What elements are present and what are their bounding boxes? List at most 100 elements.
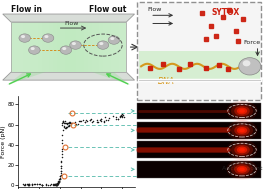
Polygon shape <box>3 14 135 22</box>
Point <box>53 183 57 186</box>
Circle shape <box>227 120 257 141</box>
Point <box>61 120 65 123</box>
Point <box>118 115 122 118</box>
Point <box>68 122 72 125</box>
Polygon shape <box>76 22 80 72</box>
Point <box>59 169 63 172</box>
Polygon shape <box>80 22 84 72</box>
Point <box>79 119 83 122</box>
Point <box>53 184 57 187</box>
Point <box>61 121 65 124</box>
Point <box>68 120 72 123</box>
Point <box>69 121 73 124</box>
Point <box>116 118 121 121</box>
Polygon shape <box>69 22 73 72</box>
Polygon shape <box>53 22 57 72</box>
Point <box>40 183 44 186</box>
Point <box>60 147 64 150</box>
Text: Flow: Flow <box>148 7 162 12</box>
Point <box>77 120 82 123</box>
Point <box>52 182 56 185</box>
Point <box>65 125 70 128</box>
Point <box>56 180 60 183</box>
Circle shape <box>72 42 76 45</box>
Point <box>60 121 65 124</box>
Polygon shape <box>65 22 69 72</box>
Point <box>120 116 125 119</box>
Circle shape <box>243 60 251 66</box>
Point <box>59 165 63 168</box>
Polygon shape <box>42 22 46 72</box>
Point <box>85 119 89 122</box>
Point <box>59 170 63 173</box>
Point <box>119 114 123 117</box>
Point <box>62 122 66 125</box>
Point <box>55 181 59 184</box>
Point <box>55 182 60 185</box>
Point <box>51 183 55 186</box>
Point <box>67 121 72 124</box>
Point <box>30 183 34 186</box>
Circle shape <box>31 47 35 50</box>
Point <box>63 126 67 129</box>
Text: Anchor point: Anchor point <box>222 166 262 170</box>
Polygon shape <box>73 22 76 72</box>
Point <box>37 183 41 186</box>
Text: Flow in: Flow in <box>11 5 42 14</box>
Polygon shape <box>88 22 92 72</box>
Point <box>57 178 62 181</box>
Point <box>89 120 94 123</box>
Point <box>81 119 86 122</box>
Circle shape <box>234 125 250 136</box>
Point <box>54 183 58 186</box>
Point <box>54 183 59 186</box>
Point <box>121 113 125 116</box>
Point <box>52 184 56 187</box>
Point <box>26 183 31 186</box>
Text: DNA: DNA <box>158 77 175 86</box>
Point <box>63 122 67 125</box>
Circle shape <box>237 108 247 114</box>
Point <box>27 183 32 186</box>
Y-axis label: Force (pN): Force (pN) <box>1 125 6 158</box>
Polygon shape <box>11 22 126 72</box>
Point <box>37 182 42 185</box>
Point <box>76 122 80 125</box>
Polygon shape <box>57 22 61 72</box>
Point <box>119 114 123 117</box>
Point <box>99 118 103 121</box>
Circle shape <box>231 143 253 157</box>
Point <box>117 115 122 118</box>
Point <box>102 120 106 123</box>
Polygon shape <box>107 22 111 72</box>
Point <box>83 120 88 123</box>
Polygon shape <box>84 22 88 72</box>
Point <box>55 183 59 186</box>
Circle shape <box>231 104 253 118</box>
Point <box>48 183 52 186</box>
Point <box>98 118 102 121</box>
Point <box>67 121 71 124</box>
Point <box>57 180 61 183</box>
Circle shape <box>234 145 250 155</box>
Point <box>54 184 58 187</box>
Point <box>60 124 64 127</box>
Point <box>120 112 124 115</box>
Point <box>65 122 69 125</box>
Point <box>95 118 100 121</box>
Polygon shape <box>96 22 99 72</box>
Point <box>122 116 126 119</box>
Circle shape <box>234 106 250 116</box>
Polygon shape <box>49 22 53 72</box>
Point <box>60 156 64 159</box>
Text: SYTOX: SYTOX <box>211 8 239 17</box>
Circle shape <box>239 109 245 113</box>
Point <box>107 117 111 120</box>
Point <box>91 120 96 123</box>
Point <box>59 167 63 170</box>
Point <box>116 118 120 121</box>
Circle shape <box>99 42 103 45</box>
Point <box>56 182 60 185</box>
Circle shape <box>239 167 245 171</box>
Point <box>30 183 34 186</box>
